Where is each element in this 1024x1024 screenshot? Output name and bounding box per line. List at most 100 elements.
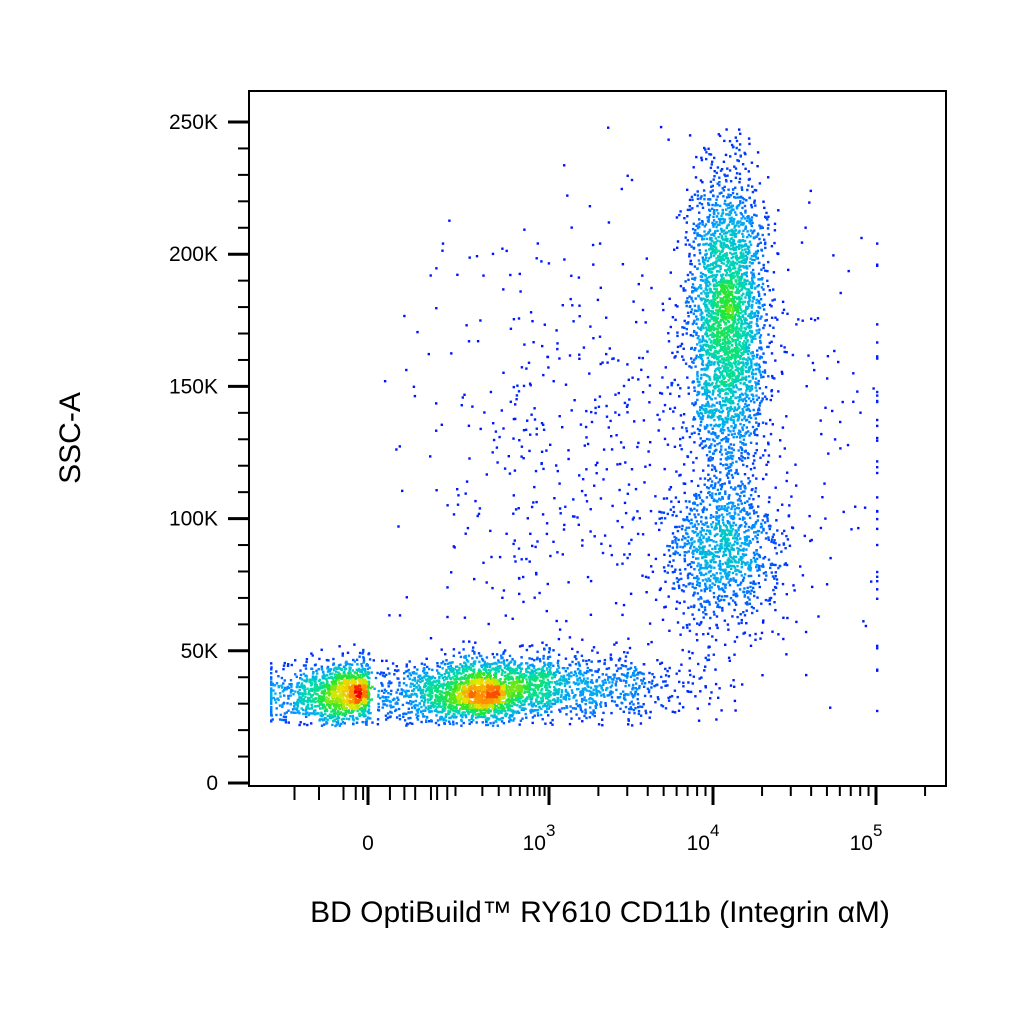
data-point: [685, 300, 689, 303]
data-point: [746, 513, 750, 516]
data-point: [565, 713, 568, 716]
data-point: [731, 571, 735, 575]
data-point: [702, 189, 706, 192]
data-point: [522, 575, 525, 579]
data-point: [774, 542, 777, 545]
data-point: [511, 658, 514, 661]
data-point: [761, 421, 765, 424]
data-point: [704, 253, 707, 256]
data-point: [314, 678, 318, 681]
data-point: [435, 402, 438, 405]
data-point: [479, 427, 482, 431]
data-point: [556, 700, 560, 703]
data-point: [435, 714, 438, 717]
data-point: [734, 152, 737, 155]
data-point: [707, 284, 710, 287]
data-point: [717, 409, 720, 412]
data-point: [570, 226, 573, 229]
data-point: [700, 676, 703, 679]
data-point: [745, 385, 749, 389]
data-point: [701, 579, 705, 582]
scatter-points: [270, 125, 879, 728]
data-point: [756, 569, 759, 572]
data-point: [512, 494, 515, 497]
data-point: [452, 545, 455, 548]
data-point: [804, 630, 808, 634]
data-point: [757, 505, 760, 508]
data-point: [450, 352, 453, 355]
data-point: [452, 720, 455, 723]
data-point: [379, 672, 382, 676]
data-point: [688, 198, 692, 202]
data-point: [456, 665, 459, 668]
data-point: [668, 666, 671, 670]
data-point: [708, 450, 711, 453]
data-point: [698, 496, 702, 499]
data-point: [722, 189, 726, 192]
data-point: [298, 685, 302, 688]
data-point: [764, 246, 767, 250]
data-point: [636, 510, 639, 513]
data-point: [484, 718, 487, 721]
data-point: [726, 502, 729, 506]
data-point: [753, 401, 756, 404]
data-point: [785, 534, 788, 538]
data-point: [742, 554, 746, 557]
data-point: [492, 422, 495, 425]
data-point: [745, 370, 748, 373]
data-point: [720, 214, 723, 218]
data-point: [572, 498, 575, 501]
data-point: [750, 286, 753, 290]
data-point: [452, 716, 456, 719]
data-point: [366, 667, 370, 671]
data-point: [397, 525, 400, 528]
data-point: [696, 267, 699, 270]
data-point: [752, 454, 755, 458]
data-point: [774, 608, 777, 612]
data-point: [747, 415, 750, 419]
data-point: [345, 717, 348, 720]
data-point: [474, 641, 477, 644]
data-point: [712, 595, 716, 599]
data-point: [761, 370, 764, 374]
data-point: [547, 656, 550, 659]
data-point: [730, 447, 734, 450]
data-point: [768, 303, 772, 307]
data-point: [757, 566, 761, 570]
data-point: [711, 221, 714, 225]
data-point: [583, 714, 586, 718]
data-point: [754, 452, 757, 455]
data-point: [754, 490, 757, 493]
data-point: [389, 693, 393, 696]
data-point: [294, 690, 297, 693]
data-point: [287, 709, 290, 712]
data-point: [299, 669, 302, 672]
data-point: [412, 385, 416, 388]
data-point: [456, 488, 459, 491]
data-point: [536, 650, 539, 653]
data-point: [737, 547, 741, 551]
data-point: [723, 482, 726, 485]
data-point: [727, 223, 730, 227]
data-point: [713, 208, 716, 212]
data-point: [366, 716, 370, 719]
data-point: [290, 663, 293, 667]
data-point: [411, 682, 414, 686]
data-point: [638, 705, 642, 708]
data-point: [282, 718, 286, 722]
data-point: [320, 648, 323, 651]
data-point: [492, 714, 495, 718]
data-point: [443, 708, 446, 711]
data-point: [757, 367, 760, 370]
data-point: [693, 418, 697, 421]
data-point: [666, 386, 669, 389]
data-point: [691, 334, 695, 338]
data-point: [763, 371, 767, 374]
data-point: [594, 705, 597, 708]
data-point: [876, 357, 879, 360]
data-point: [628, 702, 632, 705]
data-point: [707, 215, 711, 219]
data-point: [767, 260, 770, 264]
data-point: [588, 372, 591, 375]
data-point: [698, 225, 701, 229]
